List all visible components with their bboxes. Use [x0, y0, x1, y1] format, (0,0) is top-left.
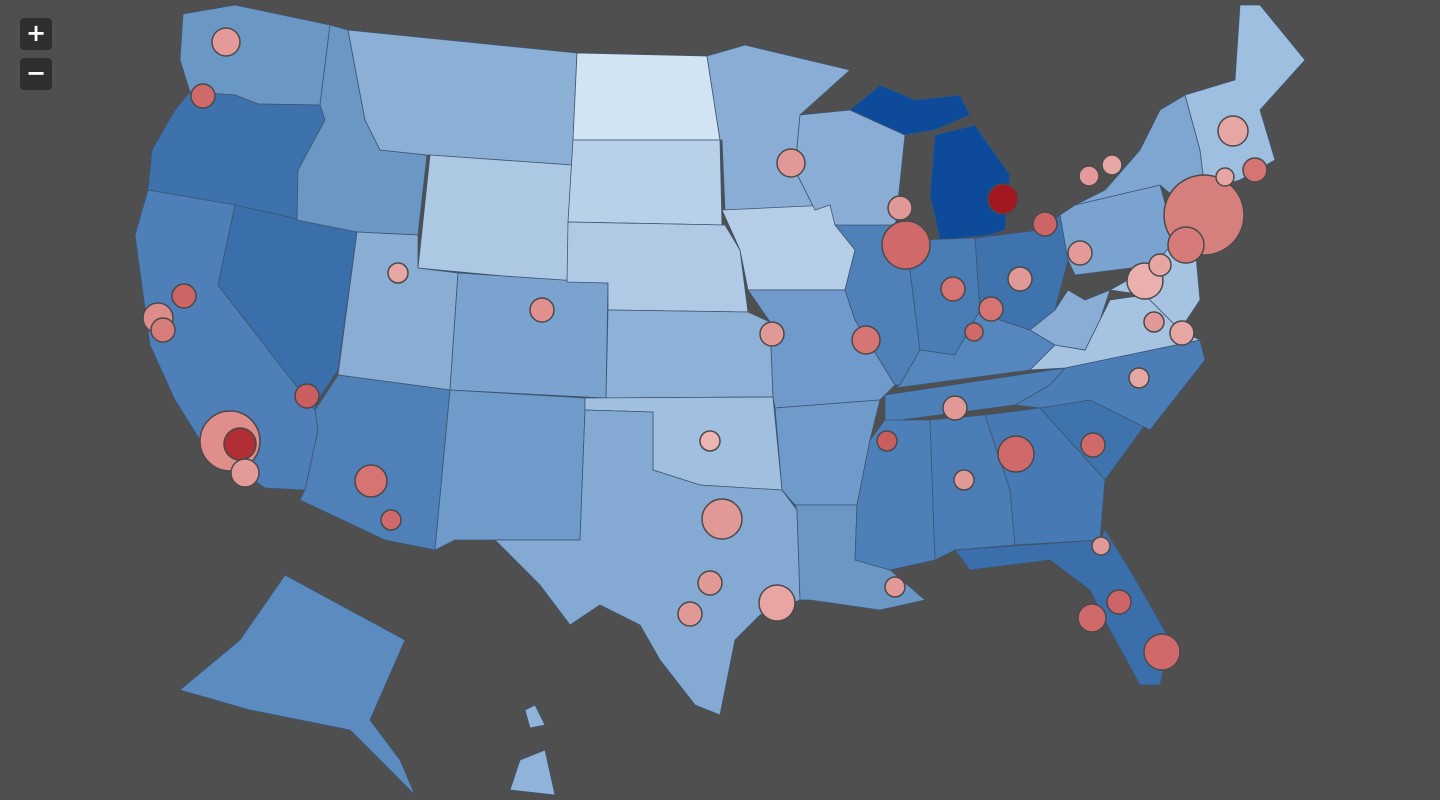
city-marker — [190, 83, 216, 109]
city-marker — [1169, 320, 1195, 346]
state — [894, 309, 1056, 389]
city-markers — [142, 27, 1268, 671]
state — [449, 272, 609, 399]
city-marker — [529, 297, 555, 323]
city-marker — [697, 570, 723, 596]
city-marker — [964, 322, 984, 342]
city-marker — [211, 27, 241, 57]
city-marker — [1106, 589, 1132, 615]
state — [954, 529, 1171, 686]
city-marker — [1077, 603, 1107, 633]
city-marker — [940, 276, 966, 302]
zoom-out-button[interactable]: − — [20, 58, 52, 90]
city-marker — [1167, 226, 1205, 264]
state — [509, 749, 556, 796]
city-marker — [876, 430, 898, 452]
state — [434, 389, 586, 551]
state — [417, 154, 573, 283]
city-marker — [987, 183, 1019, 215]
state — [605, 309, 774, 399]
city-marker — [953, 469, 975, 491]
city-marker — [354, 464, 388, 498]
city-marker — [1143, 311, 1165, 333]
zoom-in-button[interactable]: + — [20, 18, 52, 50]
city-marker — [758, 584, 796, 622]
city-marker — [1078, 165, 1100, 187]
city-marker — [1148, 253, 1172, 277]
city-marker — [884, 576, 906, 598]
state — [849, 84, 971, 136]
city-marker — [294, 383, 320, 409]
city-marker — [1101, 154, 1123, 176]
city-marker — [1143, 633, 1181, 671]
state — [524, 704, 546, 729]
city-marker — [387, 262, 409, 284]
city-marker — [230, 458, 260, 488]
state — [567, 139, 723, 226]
city-marker — [1091, 536, 1111, 556]
city-marker — [171, 283, 197, 309]
city-marker — [150, 317, 176, 343]
state — [854, 419, 936, 571]
city-marker — [851, 325, 881, 355]
city-marker — [887, 195, 913, 221]
city-marker — [997, 435, 1035, 473]
city-marker — [1215, 167, 1235, 187]
city-marker — [1217, 115, 1249, 147]
city-marker — [1128, 367, 1150, 389]
state — [572, 52, 721, 141]
city-marker — [1242, 157, 1268, 183]
state — [299, 374, 451, 551]
city-marker — [1067, 240, 1093, 266]
city-marker — [978, 296, 1004, 322]
state — [179, 574, 416, 796]
city-marker — [1032, 211, 1058, 237]
city-marker — [1080, 432, 1106, 458]
city-marker — [942, 395, 968, 421]
city-marker — [677, 601, 703, 627]
city-marker — [699, 430, 721, 452]
state — [347, 29, 578, 166]
city-marker — [223, 427, 257, 461]
state — [494, 409, 801, 716]
city-marker — [881, 220, 931, 270]
state — [1013, 339, 1206, 431]
city-marker — [776, 148, 806, 178]
city-marker — [1007, 266, 1033, 292]
state — [929, 124, 1011, 241]
city-marker — [380, 509, 402, 531]
city-marker — [701, 498, 743, 540]
city-marker — [759, 321, 785, 347]
